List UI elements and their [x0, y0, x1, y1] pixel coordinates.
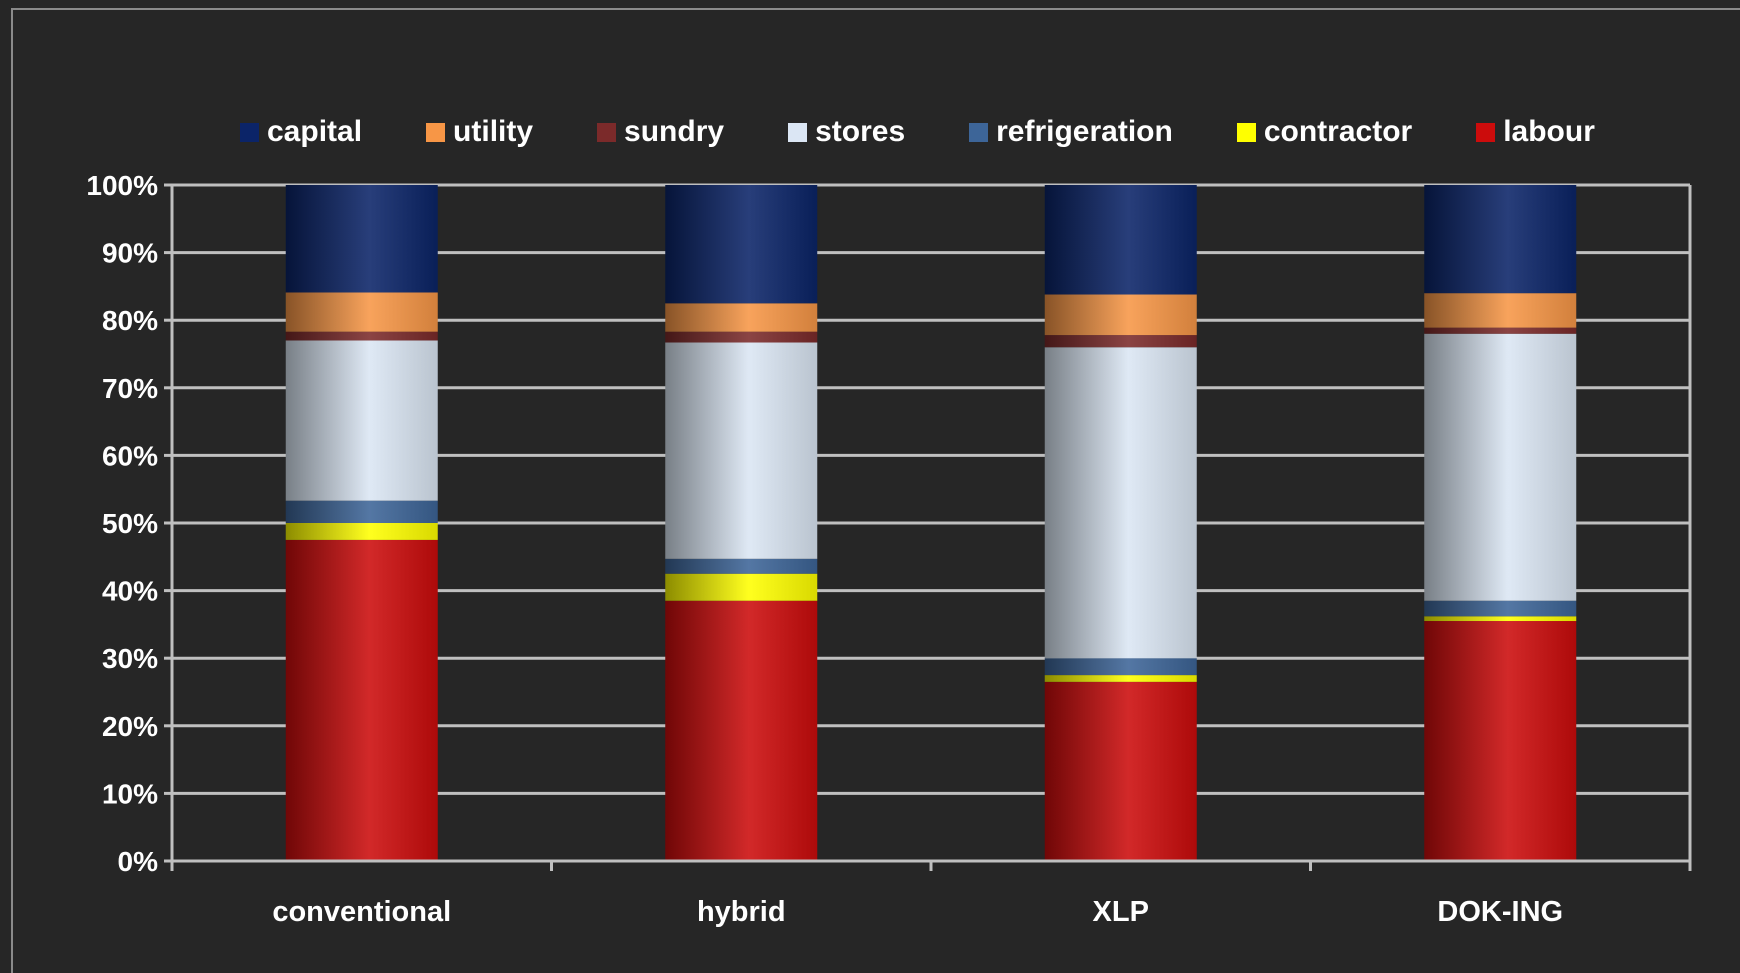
legend-label-refrigeration: refrigeration [996, 115, 1173, 148]
y-tick-label-7: 70% [102, 373, 158, 404]
bar-hybrid-stores [665, 342, 818, 559]
x-tick-label-2: XLP [1093, 896, 1149, 928]
bar-hybrid-refrigeration [665, 558, 818, 574]
legend-item-contractor: contractor [1236, 115, 1413, 149]
legend-swatch-labour [1476, 122, 1496, 142]
bar-hybrid-contractor [665, 573, 818, 601]
bar-DOK-ING-capital [1424, 185, 1577, 294]
x-tick-label-0: conventional [272, 896, 451, 928]
y-tick-label-8: 80% [102, 305, 158, 336]
x-tick-label-3: DOK-ING [1437, 896, 1563, 928]
legend-swatch-contractor [1236, 122, 1256, 142]
y-tick-label-3: 30% [102, 643, 158, 674]
bar-conventional-sundry [285, 331, 438, 341]
x-tick-label-1: hybrid [697, 896, 786, 928]
bar-XLP-capital [1044, 185, 1197, 295]
bar-DOK-ING-utility [1424, 293, 1577, 328]
bar-XLP-sundry [1044, 335, 1197, 348]
bars-layer [285, 185, 1577, 861]
bar-XLP-utility [1044, 294, 1197, 336]
legend-label-labour: labour [1503, 115, 1595, 148]
y-tick-label-4: 40% [102, 576, 158, 607]
legend-item-utility: utility [426, 115, 533, 149]
bar-DOK-ING-labour [1424, 621, 1577, 861]
legend-label-capital: capital [267, 115, 363, 148]
bar-conventional-stores [285, 340, 438, 501]
chart-legend: capital utility sundry stores refrigeration c… [240, 110, 1659, 154]
bar-conventional-refrigeration [285, 500, 438, 523]
bar-conventional-labour [285, 539, 438, 861]
axis-layer: 0% 10% 20% 30% 40% 50% 60% 70% 80% 90% 100% convent… [86, 170, 1692, 928]
bar-hybrid-utility [665, 303, 818, 332]
y-tick-label-5: 50% [102, 508, 158, 539]
bar-DOK-ING-refrigeration [1424, 600, 1577, 617]
bar-DOK-ING-sundry [1424, 327, 1577, 334]
legend-swatch-sundry [597, 122, 617, 142]
y-tick-label-10: 100% [86, 170, 158, 201]
y-tick-label-6: 60% [102, 440, 158, 471]
legend-item-sundry: sundry [597, 115, 724, 149]
bar-XLP-labour [1044, 681, 1197, 861]
bar-DOK-ING-contractor [1424, 616, 1577, 622]
legend-item-labour: labour [1476, 115, 1595, 149]
bar-conventional-contractor [285, 523, 438, 540]
legend-swatch-stores [788, 122, 808, 142]
y-tick-label-1: 10% [102, 778, 158, 809]
legend-label-sundry: sundry [624, 115, 725, 148]
bar-hybrid-capital [665, 185, 818, 304]
bar-XLP-refrigeration [1044, 658, 1197, 676]
legend-swatch-refrigeration [969, 122, 989, 142]
bar-hybrid-sundry [665, 331, 818, 343]
legend-swatch-utility [426, 122, 446, 142]
legend-swatch-capital [240, 122, 259, 142]
legend-label-contractor: contractor [1263, 115, 1413, 148]
legend-item-capital: capital [240, 115, 362, 149]
y-tick-label-9: 90% [102, 238, 158, 269]
bar-XLP-contractor [1044, 675, 1197, 682]
bar-hybrid-labour [665, 600, 818, 861]
bar-conventional-utility [285, 292, 438, 332]
legend-item-stores: stores [788, 115, 905, 149]
bar-DOK-ING-stores [1424, 333, 1577, 601]
legend-item-refrigeration: refrigeration [969, 115, 1173, 149]
bar-conventional-capital [285, 185, 438, 293]
chart-frame [11, 8, 1740, 973]
y-tick-label-2: 20% [102, 711, 158, 742]
legend-label-utility: utility [453, 115, 534, 148]
legend-label-stores: stores [815, 115, 906, 148]
y-tick-label-0: 0% [118, 846, 159, 877]
bar-XLP-stores [1044, 347, 1197, 659]
